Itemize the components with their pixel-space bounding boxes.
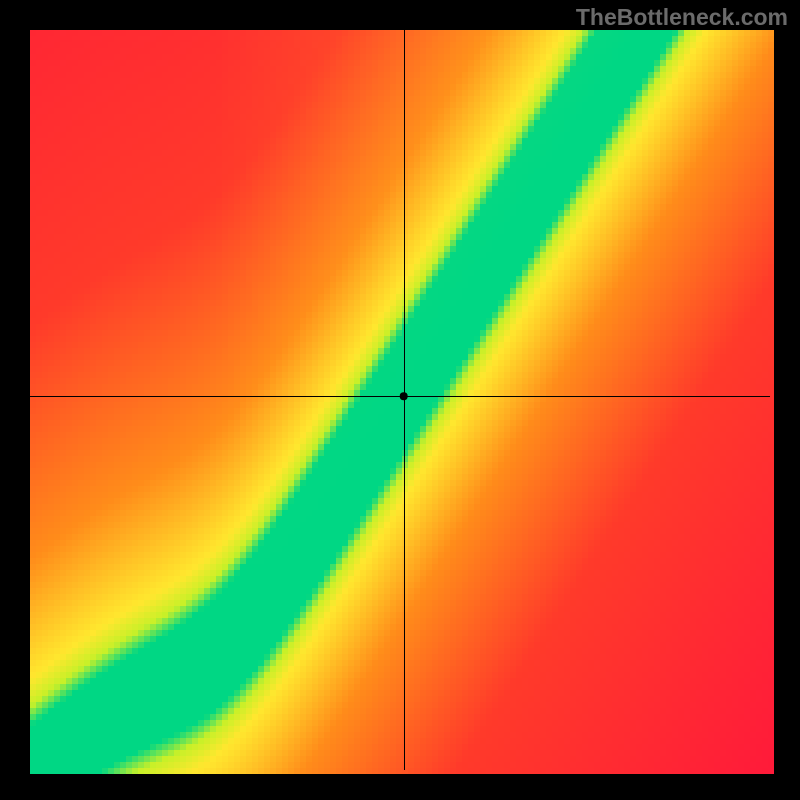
watermark-text: TheBottleneck.com bbox=[576, 4, 788, 31]
chart-container: TheBottleneck.com bbox=[0, 0, 800, 800]
bottleneck-heatmap bbox=[0, 0, 800, 800]
